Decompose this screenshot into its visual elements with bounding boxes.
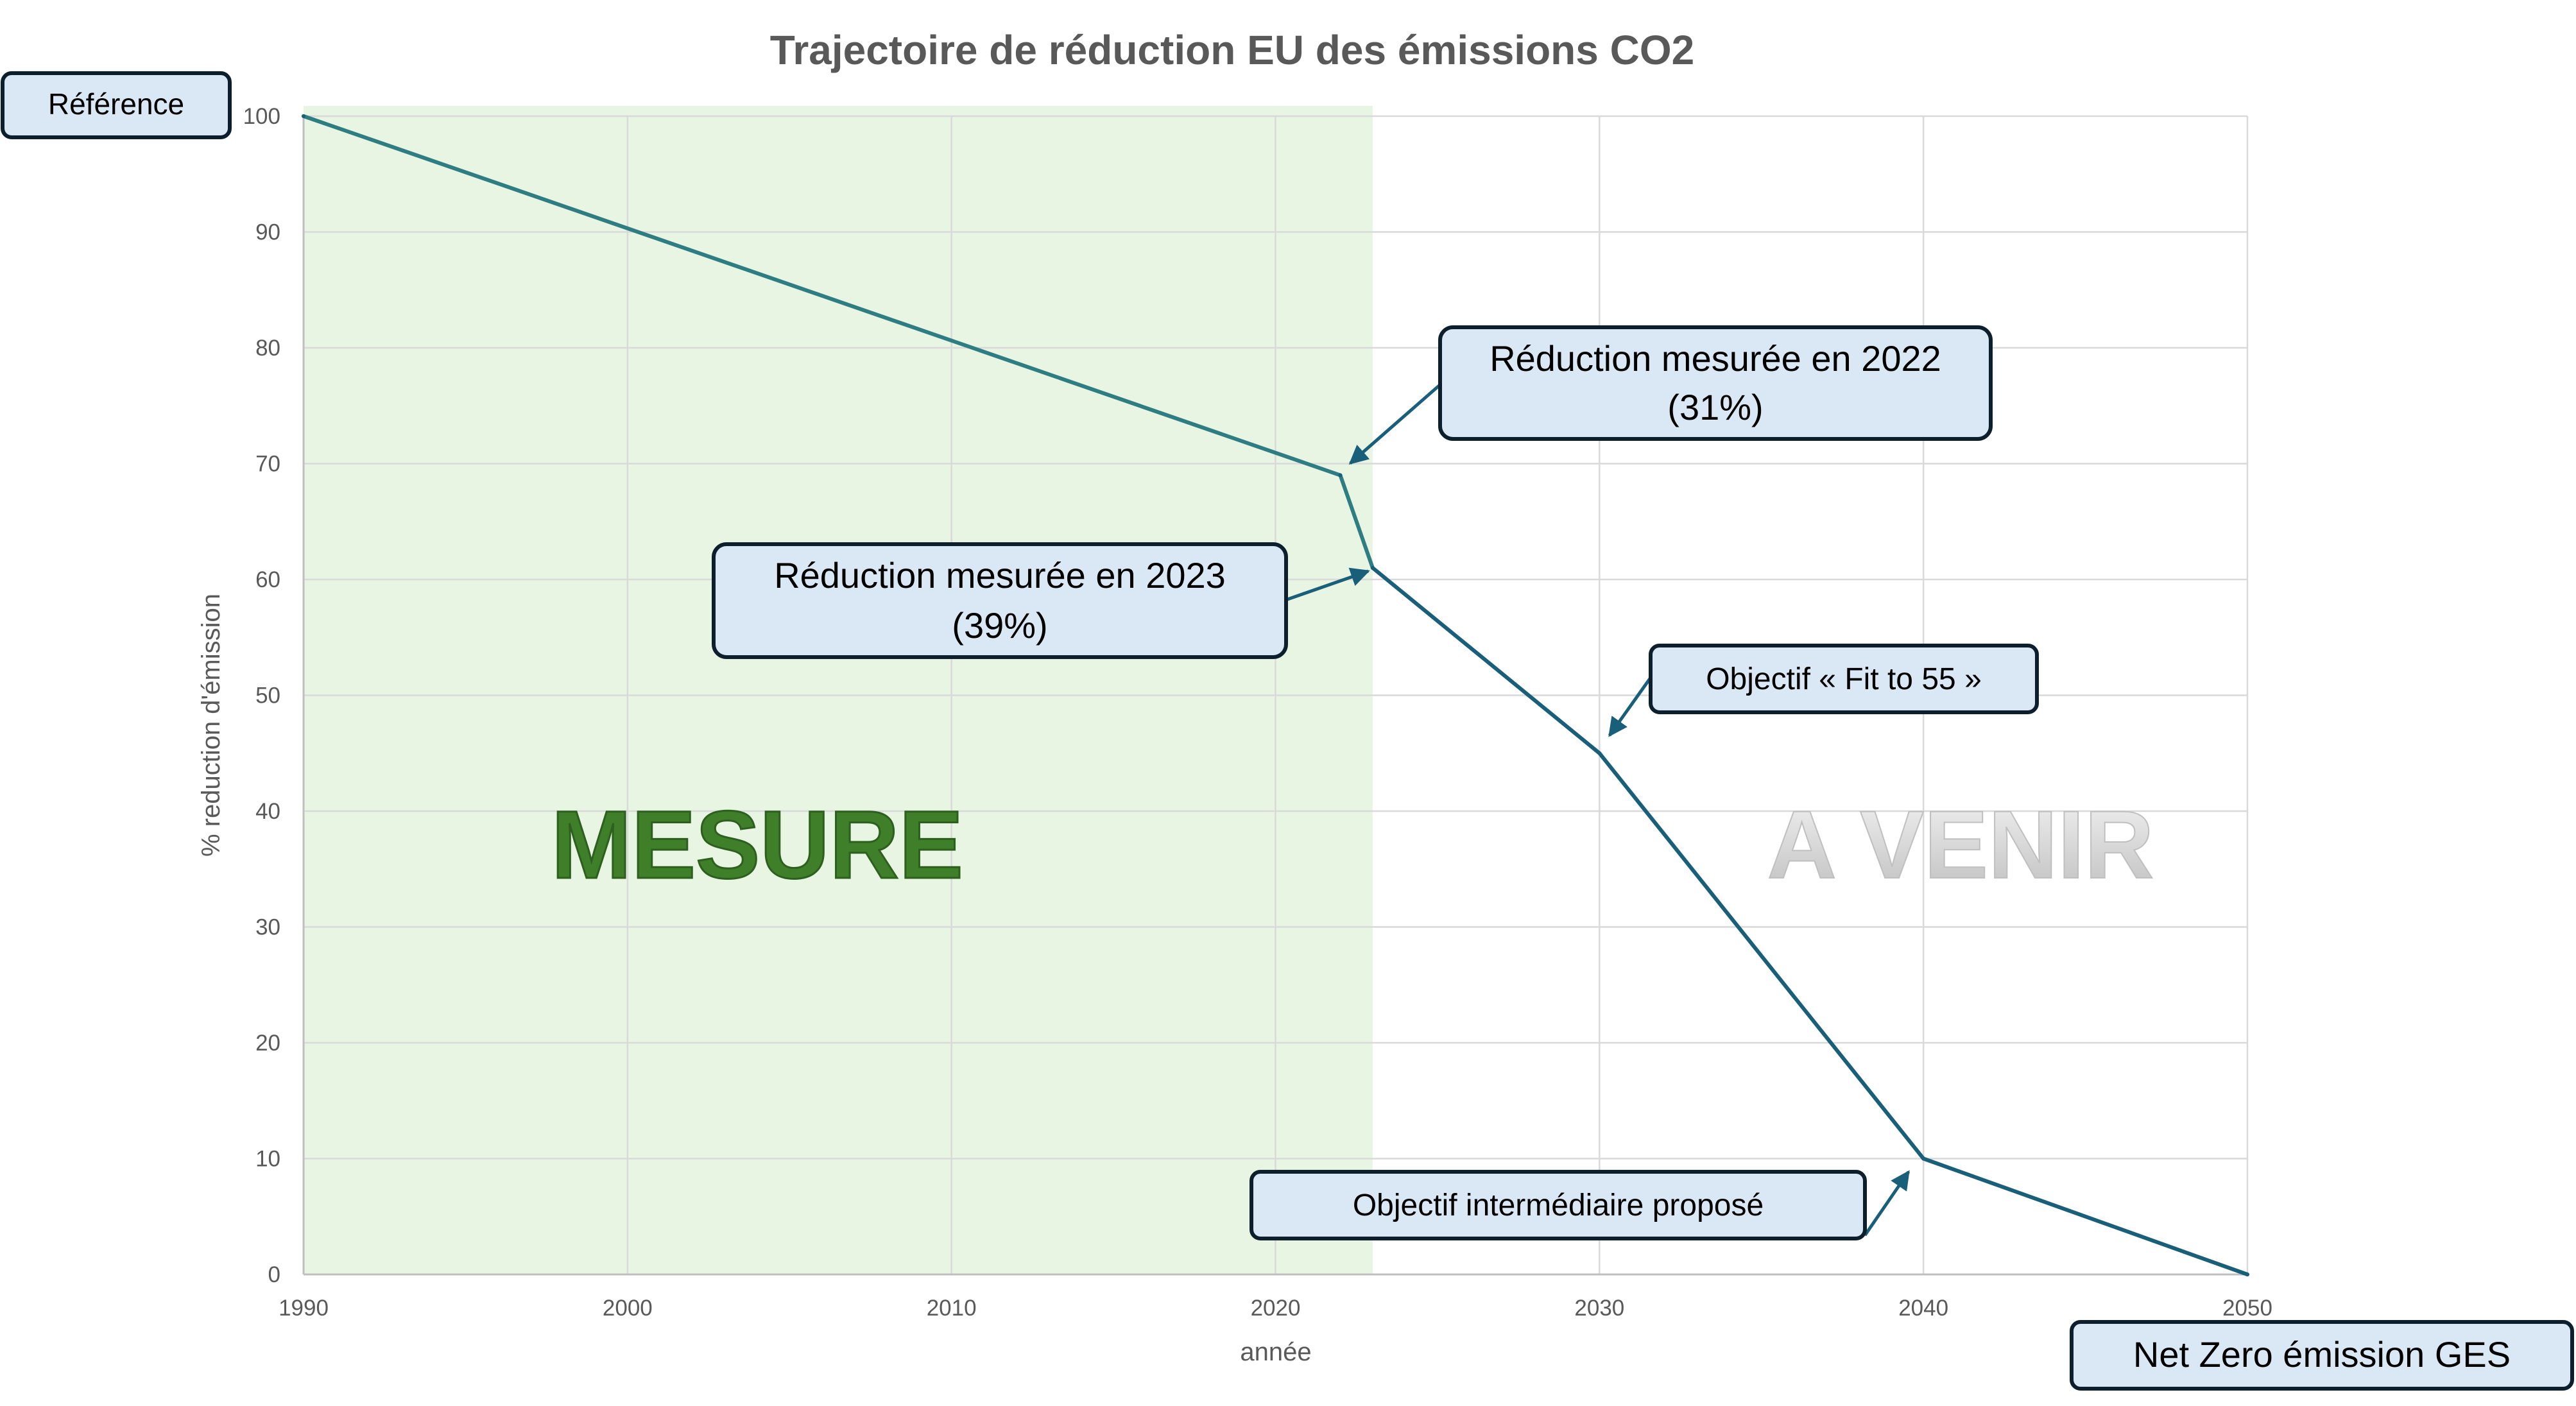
data-point-2022 <box>1338 473 1343 477</box>
data-point-2023 <box>1370 565 1375 570</box>
y-tick-label-2: 20 <box>255 1031 280 1056</box>
y-tick-label-9: 90 <box>255 220 280 245</box>
arrow-intermediate <box>1863 1170 1911 1237</box>
series-line <box>302 114 2249 1276</box>
callout-intermediate: Objectif intermédiaire proposé <box>1249 1170 1867 1240</box>
x-tick-label-1: 2000 <box>603 1296 653 1321</box>
callout-net-zero-text: Net Zero émission GES <box>2133 1334 2511 1375</box>
y-tick-label-4: 40 <box>255 799 280 824</box>
y-tick-label-6: 60 <box>255 567 280 592</box>
series-segment-1 <box>1338 473 1375 570</box>
data-point-2030 <box>1597 751 1602 755</box>
callout-reference-text: Référence <box>48 87 184 121</box>
series-segment-0 <box>302 114 1343 477</box>
y-tick-label-8: 80 <box>255 336 280 361</box>
y-tick-label-1: 10 <box>255 1147 280 1172</box>
callout-net-zero: Net Zero émission GES <box>2070 1320 2574 1391</box>
callout-2022-line2: (31%) <box>1667 387 1763 427</box>
callout-intermediate-text: Objectif intermédiaire proposé <box>1353 1188 1764 1222</box>
mesure-label: MESURE <box>551 791 963 898</box>
arrow-2023 <box>1287 567 1370 601</box>
chart-title: Trajectoire de réduction EU des émission… <box>770 27 1694 73</box>
data-point-2040 <box>1921 1156 1926 1161</box>
x-tick-label-2: 2010 <box>927 1296 977 1321</box>
callout-reference: Référence <box>1 71 232 139</box>
y-tick-label-10: 100 <box>243 104 280 129</box>
data-points <box>302 114 2249 1276</box>
x-tick-label-0: 1990 <box>279 1296 329 1321</box>
callout-reduction-2023: Réduction mesurée en 2023 (39%) <box>712 542 1288 659</box>
series-segment-2 <box>1370 565 1602 755</box>
callout-fit-to-55-text: Objectif « Fit to 55 » <box>1706 662 1982 696</box>
data-point-2050 <box>2245 1273 2249 1276</box>
callout-fit-to-55: Objectif « Fit to 55 » <box>1649 644 2039 714</box>
callout-reduction-2022: Réduction mesurée en 2022 (31%) <box>1438 325 1993 441</box>
y-tick-label-3: 30 <box>255 915 280 940</box>
x-axis-title: année <box>1240 1338 1311 1366</box>
x-tick-label-4: 2030 <box>1574 1296 1624 1321</box>
data-point-1990 <box>302 114 305 118</box>
callout-2022-line1: Réduction mesurée en 2022 <box>1490 338 1941 379</box>
y-axis-title: % reduction d'émission <box>197 594 225 857</box>
series-segment-4 <box>1921 1156 2249 1276</box>
callout-2023-line1: Réduction mesurée en 2023 <box>774 555 1226 596</box>
y-tick-label-7: 70 <box>255 452 280 477</box>
x-tick-label-3: 2020 <box>1251 1296 1301 1321</box>
a-venir-label: A VENIR <box>1767 791 2154 898</box>
y-tick-label-0: 0 <box>268 1262 280 1287</box>
measured-region-background <box>304 106 1373 1274</box>
y-tick-label-5: 50 <box>255 683 280 708</box>
callout-2023-line2: (39%) <box>952 605 1047 646</box>
x-tick-label-6: 2050 <box>2222 1296 2272 1321</box>
series-segment-3 <box>1597 751 1926 1161</box>
arrow-fit-to-55 <box>1608 676 1653 737</box>
arrow-2022 <box>1348 381 1444 465</box>
axes <box>302 116 2247 1276</box>
x-tick-label-5: 2040 <box>1898 1296 1948 1321</box>
